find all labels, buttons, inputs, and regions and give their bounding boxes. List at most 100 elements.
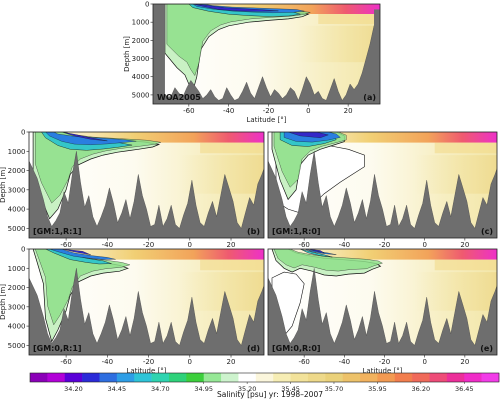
x-tick-label-d: 0 bbox=[188, 358, 192, 366]
intermediate-core-c bbox=[273, 132, 347, 188]
colorbar-segment bbox=[412, 373, 430, 382]
x-tick-label-d: 20 bbox=[227, 358, 236, 366]
colorbar-segment bbox=[238, 373, 257, 382]
colorbar-tick-label: 36.45 bbox=[455, 385, 474, 393]
bathymetry-a bbox=[153, 12, 380, 104]
y-tick-label-b: 3000 bbox=[8, 186, 26, 194]
colorbar-label: Salinity [psu] yr: 1998–2007 bbox=[217, 390, 323, 399]
panel-frame-a bbox=[152, 3, 381, 105]
x-tick-label-b: 0 bbox=[188, 241, 192, 249]
panel-tag-c: [GM:1,R:0] bbox=[272, 227, 321, 236]
colorbar-segment bbox=[255, 373, 274, 382]
panel-frame-d bbox=[28, 248, 265, 356]
colorbar-segment bbox=[30, 373, 48, 382]
y-tick-label-a: 3000 bbox=[132, 55, 150, 63]
y-tick-label-d: 5000 bbox=[8, 342, 26, 350]
y-tick-label-d: 0 bbox=[21, 246, 25, 254]
intermediate-core-b bbox=[35, 132, 161, 204]
x-tick-label-c: 0 bbox=[422, 241, 426, 249]
colorbar-tick-label: 34.20 bbox=[64, 385, 83, 393]
bathymetry-b bbox=[29, 151, 264, 238]
colorbar-segment bbox=[186, 373, 204, 382]
y-tick-label-d: 2000 bbox=[8, 284, 26, 292]
fresh-core-deep-c bbox=[288, 132, 329, 138]
y-axis-label-d: Depth [m] bbox=[0, 284, 7, 320]
colorbar-segment bbox=[47, 373, 66, 382]
panel-c: -60 -40 -20 0 20 [GM:1,R:0] (c) bbox=[267, 131, 498, 249]
y-tick-label-a: 2000 bbox=[132, 37, 150, 45]
colorbar-segment bbox=[394, 373, 413, 382]
x-tick-label-d: -20 bbox=[143, 358, 154, 366]
x-tick-label-b: -40 bbox=[102, 241, 113, 249]
x-tick-label-c: -40 bbox=[339, 241, 350, 249]
y-axis-label-b: Depth [m] bbox=[0, 167, 7, 203]
colorbar-tick-label: 34.95 bbox=[194, 385, 213, 393]
colorbar-segment bbox=[151, 373, 170, 382]
y-tick-label-a: 1000 bbox=[132, 19, 150, 27]
panel-frame-e bbox=[267, 248, 498, 356]
colorbar-tick-label: 36.20 bbox=[412, 385, 431, 393]
colorbar-tick-label: 34.45 bbox=[108, 385, 127, 393]
colorbar-segment bbox=[325, 373, 343, 382]
antarctic-land-a bbox=[153, 4, 165, 104]
x-tick-label-e: 0 bbox=[422, 358, 426, 366]
colorbar-segment bbox=[168, 373, 187, 382]
x-axis-label-d: Latitude [°] bbox=[127, 367, 167, 375]
y-tick-label-b: 4000 bbox=[8, 206, 26, 214]
intermediate-core-e bbox=[273, 249, 384, 272]
panel-b: -60 -40 -20 0 20 0 1000 2000 3000 4000 5000 Depth [… bbox=[0, 129, 265, 249]
x-tick-label-c: -60 bbox=[298, 241, 309, 249]
x-axis-label-a: Latitude [°] bbox=[247, 116, 287, 124]
colorbar-segment bbox=[82, 373, 100, 382]
x-tick-label-c: 20 bbox=[460, 241, 469, 249]
panel-tag-d: [GM:0,R:1] bbox=[33, 344, 82, 353]
surface-saline-layer-d bbox=[29, 249, 264, 260]
y-tick-label-a: 4000 bbox=[132, 73, 150, 81]
x-tick-label-e: -60 bbox=[298, 358, 309, 366]
fresh-core-deep-e bbox=[308, 249, 325, 254]
colorbar-segment bbox=[116, 373, 135, 382]
colorbar-segment bbox=[464, 373, 482, 382]
northern-land-a bbox=[374, 9, 380, 104]
y-tick-label-a: 5000 bbox=[132, 91, 150, 99]
colorbar-segment bbox=[273, 373, 291, 382]
y-tick-label-b: 0 bbox=[21, 129, 25, 137]
colorbar-tick-label: 35.45 bbox=[281, 385, 300, 393]
x-tick-label-a: 0 bbox=[306, 107, 310, 115]
fresh-core-inner-d bbox=[49, 249, 116, 260]
y-tick-label-b: 2000 bbox=[8, 167, 26, 175]
surface-saline-layer-e bbox=[268, 249, 497, 260]
panel-letter-b: (b) bbox=[247, 227, 260, 236]
x-tick-label-d: -60 bbox=[60, 358, 71, 366]
panel-tag-b: [GM:1,R:1] bbox=[33, 227, 82, 236]
fresh-core-inner-a bbox=[192, 4, 305, 13]
bathymetry-d bbox=[29, 268, 264, 355]
y-tick-label-d: 3000 bbox=[8, 303, 26, 311]
colorbar-tick-label: 34.70 bbox=[151, 385, 170, 393]
x-tick-label-a: 20 bbox=[344, 107, 353, 115]
panel-letter-d: (d) bbox=[247, 344, 260, 353]
x-axis-label-e: Latitude [°] bbox=[363, 367, 403, 375]
x-tick-label-e: -20 bbox=[379, 358, 390, 366]
x-tick-label-e: -40 bbox=[339, 358, 350, 366]
panel-letter-c: (c) bbox=[481, 227, 493, 236]
colorbar-segment bbox=[429, 373, 448, 382]
x-tick-label-b: -20 bbox=[143, 241, 154, 249]
y-axis-label-a: Depth [m] bbox=[123, 36, 131, 72]
colorbar: 34.20 34.45 34.70 34.95 35.20 35.45 35.70 35.95… bbox=[29, 372, 500, 393]
x-tick-label-a: -60 bbox=[183, 107, 194, 115]
colorbar-segment bbox=[64, 373, 83, 382]
panel-frame-c bbox=[267, 131, 498, 239]
colorbar-segment bbox=[203, 373, 222, 382]
fresh-core-deep-b bbox=[61, 132, 108, 142]
y-tick-label-b: 5000 bbox=[8, 225, 26, 233]
colorbar-tick-label: 35.95 bbox=[368, 385, 387, 393]
surface-saline-layer-b bbox=[29, 132, 264, 143]
bathymetry-c bbox=[268, 151, 497, 238]
x-tick-label-d: -40 bbox=[102, 358, 113, 366]
colorbar-tick-label: 35.20 bbox=[238, 385, 257, 393]
colorbar-segment bbox=[342, 373, 361, 382]
colorbar-tick-label: 35.70 bbox=[325, 385, 344, 393]
colorbar-segment bbox=[481, 373, 500, 382]
